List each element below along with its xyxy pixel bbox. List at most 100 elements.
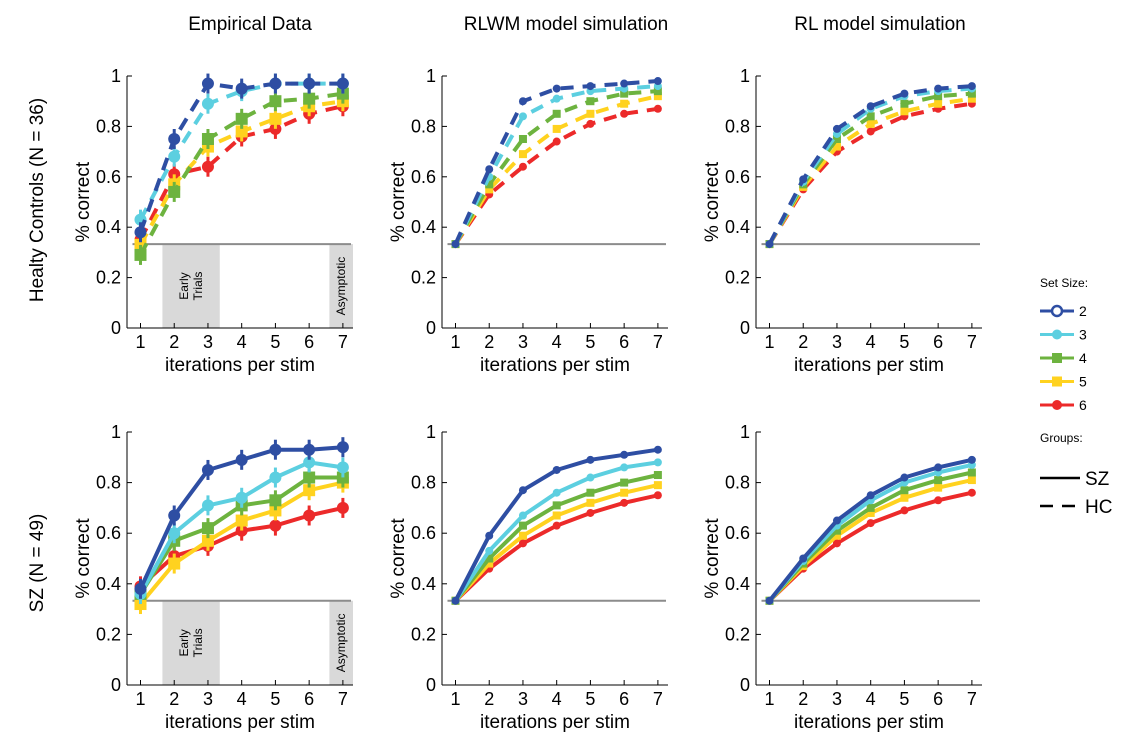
data-point — [934, 84, 943, 93]
x-tick-label: 7 — [338, 332, 348, 352]
data-point — [586, 498, 595, 507]
series-2 — [134, 73, 349, 243]
y-axis-label: % correct — [73, 518, 94, 599]
data-point — [134, 248, 147, 261]
data-point — [485, 185, 494, 194]
x-axis-label: iterations per stim — [794, 355, 944, 376]
x-tick-label: 6 — [933, 332, 943, 352]
data-point — [235, 524, 248, 537]
shaded-region-label-line: Asymptotic — [334, 614, 348, 673]
x-tick-label: 5 — [899, 332, 909, 352]
x-tick-label: 1 — [764, 332, 774, 352]
x-tick-label: 7 — [967, 332, 977, 352]
data-point — [134, 598, 147, 611]
data-point — [653, 458, 662, 467]
x-tick-label: 2 — [484, 332, 494, 352]
x-axis-label: iterations per stim — [165, 712, 315, 733]
data-point — [303, 509, 316, 522]
y-tick-label: 0 — [740, 675, 750, 695]
x-tick-label: 7 — [653, 689, 663, 709]
legend-entry-3: 3 — [1040, 327, 1087, 343]
data-point — [967, 455, 976, 464]
series-3 — [765, 460, 976, 605]
data-point — [235, 82, 248, 95]
data-point — [866, 508, 875, 517]
x-tick-label: 7 — [653, 332, 663, 352]
x-tick-label: 6 — [619, 332, 629, 352]
x-tick-label: 1 — [450, 689, 460, 709]
y-tick-label: 1 — [111, 66, 121, 86]
data-point — [168, 133, 181, 145]
y-tick-label: 1 — [740, 422, 750, 442]
data-point — [303, 456, 316, 469]
data-point — [832, 124, 841, 133]
data-point — [832, 142, 841, 151]
series-3 — [451, 82, 662, 249]
data-point — [866, 491, 875, 500]
shaded-region — [329, 600, 353, 685]
y-tick-label: 0.8 — [411, 473, 436, 493]
y-tick-label: 0.6 — [411, 167, 436, 187]
legend-label: 3 — [1079, 327, 1087, 343]
data-point — [900, 506, 909, 515]
y-tick-label: 0.8 — [96, 116, 121, 136]
y-tick-label: 0.2 — [725, 624, 750, 644]
series-4 — [765, 89, 976, 249]
x-tick-label: 2 — [169, 689, 179, 709]
data-point — [269, 112, 282, 125]
y-tick-label: 0 — [111, 675, 121, 695]
series-line — [454, 493, 659, 603]
y-axis-label: % correct — [388, 161, 409, 242]
legend-marker — [1052, 400, 1062, 410]
panel-5: 0 0.2 0.4 0.6 0.8 1 1 2 3 4 5 6 7 iterations per stim… — [702, 422, 982, 733]
data-point — [201, 97, 214, 110]
data-point — [967, 82, 976, 91]
y-tick-label: 0.8 — [411, 116, 436, 136]
data-point — [552, 488, 561, 497]
y-tick-label: 0.4 — [411, 217, 436, 237]
y-tick-label: 0.2 — [96, 268, 121, 288]
data-point — [866, 112, 875, 121]
data-point — [303, 484, 316, 497]
data-point — [934, 92, 943, 101]
legend-entry-4: 4 — [1040, 350, 1087, 366]
y-tick-label: 0.6 — [96, 523, 121, 543]
x-tick-label: 4 — [552, 689, 562, 709]
column-title-empirical: Empirical Data — [188, 14, 312, 35]
data-point — [934, 483, 943, 492]
x-tick-label: 3 — [518, 689, 528, 709]
data-point — [799, 554, 808, 563]
data-point — [586, 488, 595, 497]
y-tick-label: 1 — [426, 422, 436, 442]
data-point — [269, 504, 282, 517]
data-point — [552, 521, 561, 530]
data-point — [269, 519, 282, 532]
data-point — [168, 527, 181, 540]
y-tick-label: 0 — [426, 318, 436, 338]
legend-label: 5 — [1079, 374, 1087, 390]
data-point — [586, 119, 595, 128]
data-point — [967, 89, 976, 98]
x-tick-label: 6 — [619, 689, 629, 709]
data-point — [832, 135, 841, 143]
y-tick-label: 0.4 — [96, 217, 121, 237]
data-point — [235, 125, 248, 138]
shaded-region-label-line: Trials — [191, 272, 205, 301]
legend-entry-5: 5 — [1040, 374, 1087, 390]
x-tick-label: 2 — [798, 332, 808, 352]
x-tick-label: 1 — [135, 689, 145, 709]
data-point — [552, 137, 561, 146]
x-axis-label: iterations per stim — [794, 712, 944, 733]
data-point — [201, 499, 214, 512]
series-2 — [765, 82, 976, 249]
data-point — [485, 554, 494, 563]
legend-label: 4 — [1079, 350, 1087, 366]
legend-group-hc: HC — [1085, 497, 1112, 518]
y-tick-label: 1 — [740, 66, 750, 86]
data-point — [235, 514, 248, 527]
data-point — [336, 461, 349, 474]
data-point — [620, 488, 629, 497]
y-axis-label: % correct — [702, 518, 723, 599]
data-point — [765, 596, 774, 605]
